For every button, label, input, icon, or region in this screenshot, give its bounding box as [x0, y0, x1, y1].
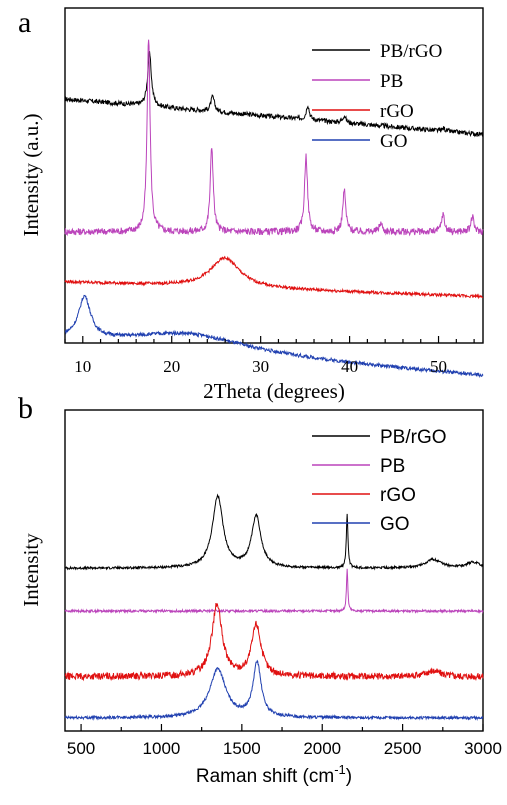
x-tick-label: 20: [163, 357, 180, 376]
x-axis-label-b-main: Raman shift (cm: [196, 766, 334, 787]
legend-label: PB/rGO: [380, 427, 447, 448]
x-tick-label: 500: [67, 739, 95, 758]
x-tick-label: 50: [430, 357, 447, 376]
series-line-b-rgo: [65, 603, 483, 680]
legend-a: PB/rGO PB rGO GO: [312, 41, 442, 152]
legend-label: PB/rGO: [380, 41, 442, 62]
legend-label: PB: [380, 456, 405, 477]
series-group-a: [65, 40, 483, 377]
x-ticks-b: 500 1000 1500 2000 2500 3000: [67, 724, 502, 758]
x-tick-label: 2500: [384, 739, 422, 758]
y-axis-label-a: Intensity (a.u.): [19, 113, 43, 236]
plot-frame-b: [65, 410, 483, 731]
x-tick-label: 1500: [223, 739, 261, 758]
legend-label: rGO: [380, 101, 414, 122]
panel-label-a: a: [18, 6, 31, 39]
legend-b: PB/rGO PB rGO GO: [312, 427, 447, 535]
x-tick-label: 1000: [143, 739, 181, 758]
x-tick-label: 30: [252, 357, 269, 376]
series-line-a-pb: [65, 40, 483, 235]
y-axis-label-b: Intensity: [19, 533, 43, 607]
x-tick-label: 10: [74, 357, 91, 376]
legend-label: rGO: [380, 485, 416, 506]
panel-a: a 10 20 30 40 50 PB/rGO PB rGO GO 2Theta (degre…: [18, 6, 483, 403]
series-line-a-go: [65, 295, 483, 376]
x-axis-label-b-tail: ): [346, 766, 352, 787]
x-axis-label-a: 2Theta (degrees): [203, 379, 345, 403]
legend-label: GO: [380, 514, 410, 535]
legend-label: PB: [380, 71, 403, 92]
x-axis-label-b: Raman shift (cm-1): [196, 762, 352, 787]
legend-label: GO: [380, 131, 407, 152]
x-tick-label: 3000: [464, 739, 502, 758]
series-group-b: [65, 495, 483, 719]
x-tick-label: 40: [341, 357, 358, 376]
x-axis-label-b-sup: -1: [334, 762, 346, 777]
x-tick-label: 2000: [303, 739, 341, 758]
panel-b: b 500 1000 1500 2000 2500 3000 PB/rGOPBrGOGO …: [18, 392, 502, 787]
series-line-a-rgo: [65, 257, 483, 298]
series-line-b-pb-rgo: [65, 495, 483, 569]
series-line-a-pb-rgo: [65, 51, 483, 136]
series-line-b-pb: [65, 569, 483, 612]
panel-label-b: b: [18, 392, 33, 425]
